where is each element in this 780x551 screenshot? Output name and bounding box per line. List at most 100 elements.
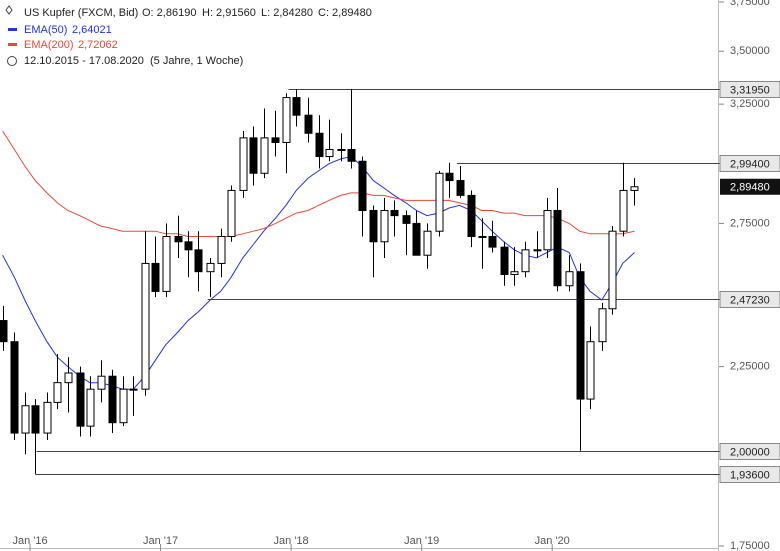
- candle-body: [543, 210, 552, 251]
- last-price-box: [720, 178, 780, 195]
- candle-body: [565, 271, 574, 287]
- legend-value: 2,72062: [78, 39, 118, 51]
- candle-body: [598, 308, 607, 343]
- ohlc: O: 2,86190: [142, 7, 196, 19]
- title: US Kupfer (FXCM, Bid): [24, 7, 138, 19]
- clock-icon: [7, 56, 17, 66]
- candle-body: [184, 241, 193, 251]
- candle-body: [119, 388, 128, 424]
- candle-body: [315, 132, 324, 158]
- legend-label: EMA(200): [24, 39, 74, 51]
- candle-body: [347, 148, 356, 162]
- x-tick-label: Jan '19: [404, 535, 439, 547]
- candle-body: [467, 194, 476, 237]
- legend-swatch: [8, 28, 17, 31]
- range: 12.10.2015 - 17.08.2020: [24, 55, 144, 67]
- candle-body: [630, 186, 639, 191]
- level-box: [719, 466, 780, 483]
- period: (5 Jahre, 1 Woche): [150, 55, 243, 67]
- candle-body: [553, 210, 562, 287]
- level-label: 3,31950: [730, 84, 770, 96]
- ohlc: H: 2,91560: [202, 7, 256, 19]
- x-tick-label: Jan '17: [143, 535, 178, 547]
- candle-body: [129, 388, 138, 391]
- level-label: 2,47230: [730, 294, 770, 306]
- y-tick-label: 3,25000: [730, 98, 770, 110]
- x-tick-label: Jan '16: [12, 535, 47, 547]
- candle-body: [435, 172, 444, 232]
- candle-body: [608, 230, 617, 310]
- level-label: 2,99400: [730, 158, 770, 170]
- icon: [5, 5, 13, 15]
- candle-body: [21, 405, 30, 434]
- level-box: [719, 291, 780, 308]
- candle-body: [304, 114, 313, 134]
- candle-body: [0, 320, 8, 343]
- y-tick-label: 2,25000: [730, 361, 770, 373]
- x-tick-label: Jan '18: [274, 535, 309, 547]
- y-tick-label: 3,50000: [730, 45, 770, 57]
- candle-body: [521, 249, 530, 273]
- level-box: [719, 443, 780, 460]
- candle-body: [162, 235, 171, 292]
- candle-body: [423, 230, 432, 256]
- candle-body: [445, 172, 454, 182]
- candle-body: [53, 382, 62, 403]
- candle-body: [510, 271, 519, 275]
- candle-body: [456, 180, 465, 196]
- candle-body: [31, 405, 40, 434]
- candle-body: [500, 246, 509, 275]
- level-label: 1,93600: [730, 469, 770, 481]
- level-box: [719, 155, 780, 172]
- candle-body: [194, 249, 203, 273]
- candle-body: [43, 401, 52, 434]
- candle-body: [151, 262, 160, 292]
- ema-line: [2, 130, 635, 237]
- candle-body: [86, 388, 95, 427]
- candle-body: [217, 235, 226, 264]
- candle-body: [412, 222, 421, 256]
- candle-body: [260, 137, 269, 174]
- candle-body: [586, 341, 595, 400]
- candle-body: [380, 210, 389, 243]
- level-label: 2,00000: [730, 446, 770, 458]
- candle-body: [325, 148, 334, 158]
- candle-body: [206, 262, 215, 273]
- candle-body: [488, 235, 497, 248]
- candle-body: [292, 97, 301, 116]
- candle-body: [64, 372, 73, 384]
- level-box: [719, 81, 780, 98]
- candle-body: [282, 97, 291, 143]
- legend-value: 2,64021: [72, 24, 112, 36]
- x-tick-label: Jan '20: [535, 535, 570, 547]
- candle-body: [174, 235, 183, 243]
- candle-body: [402, 215, 411, 224]
- info: US Kupfer (FXCM, Bid) O: 2,86190 H: 2,91…: [5, 5, 372, 67]
- legend-swatch: [8, 43, 17, 46]
- candle-body: [10, 341, 19, 434]
- candle-body: [576, 271, 585, 400]
- candle-body: [108, 375, 117, 424]
- candle-body: [271, 137, 280, 143]
- candle-body: [533, 249, 542, 252]
- ohlc: C: 2,89480: [318, 7, 372, 19]
- candle-body: [227, 189, 236, 237]
- candle-body: [141, 262, 150, 390]
- legend-label: EMA(50): [24, 24, 67, 36]
- candle-body: [97, 375, 106, 390]
- candle-body: [619, 189, 628, 232]
- candle-body: [369, 210, 378, 243]
- candle-body: [337, 148, 346, 151]
- candle-body: [358, 160, 367, 212]
- candle-body: [249, 137, 258, 174]
- candle-body: [478, 235, 487, 238]
- y-tick-label: 1,75000: [730, 540, 770, 551]
- ohlc: L: 2,84280: [261, 7, 313, 19]
- y-tick-label: 3,75000: [730, 0, 770, 8]
- candle-body: [76, 372, 85, 427]
- candle-body: [390, 210, 399, 217]
- y-tick-label: 2,75000: [730, 217, 770, 229]
- candle-body: [239, 137, 248, 191]
- last-price-label: 2,89480: [730, 182, 770, 194]
